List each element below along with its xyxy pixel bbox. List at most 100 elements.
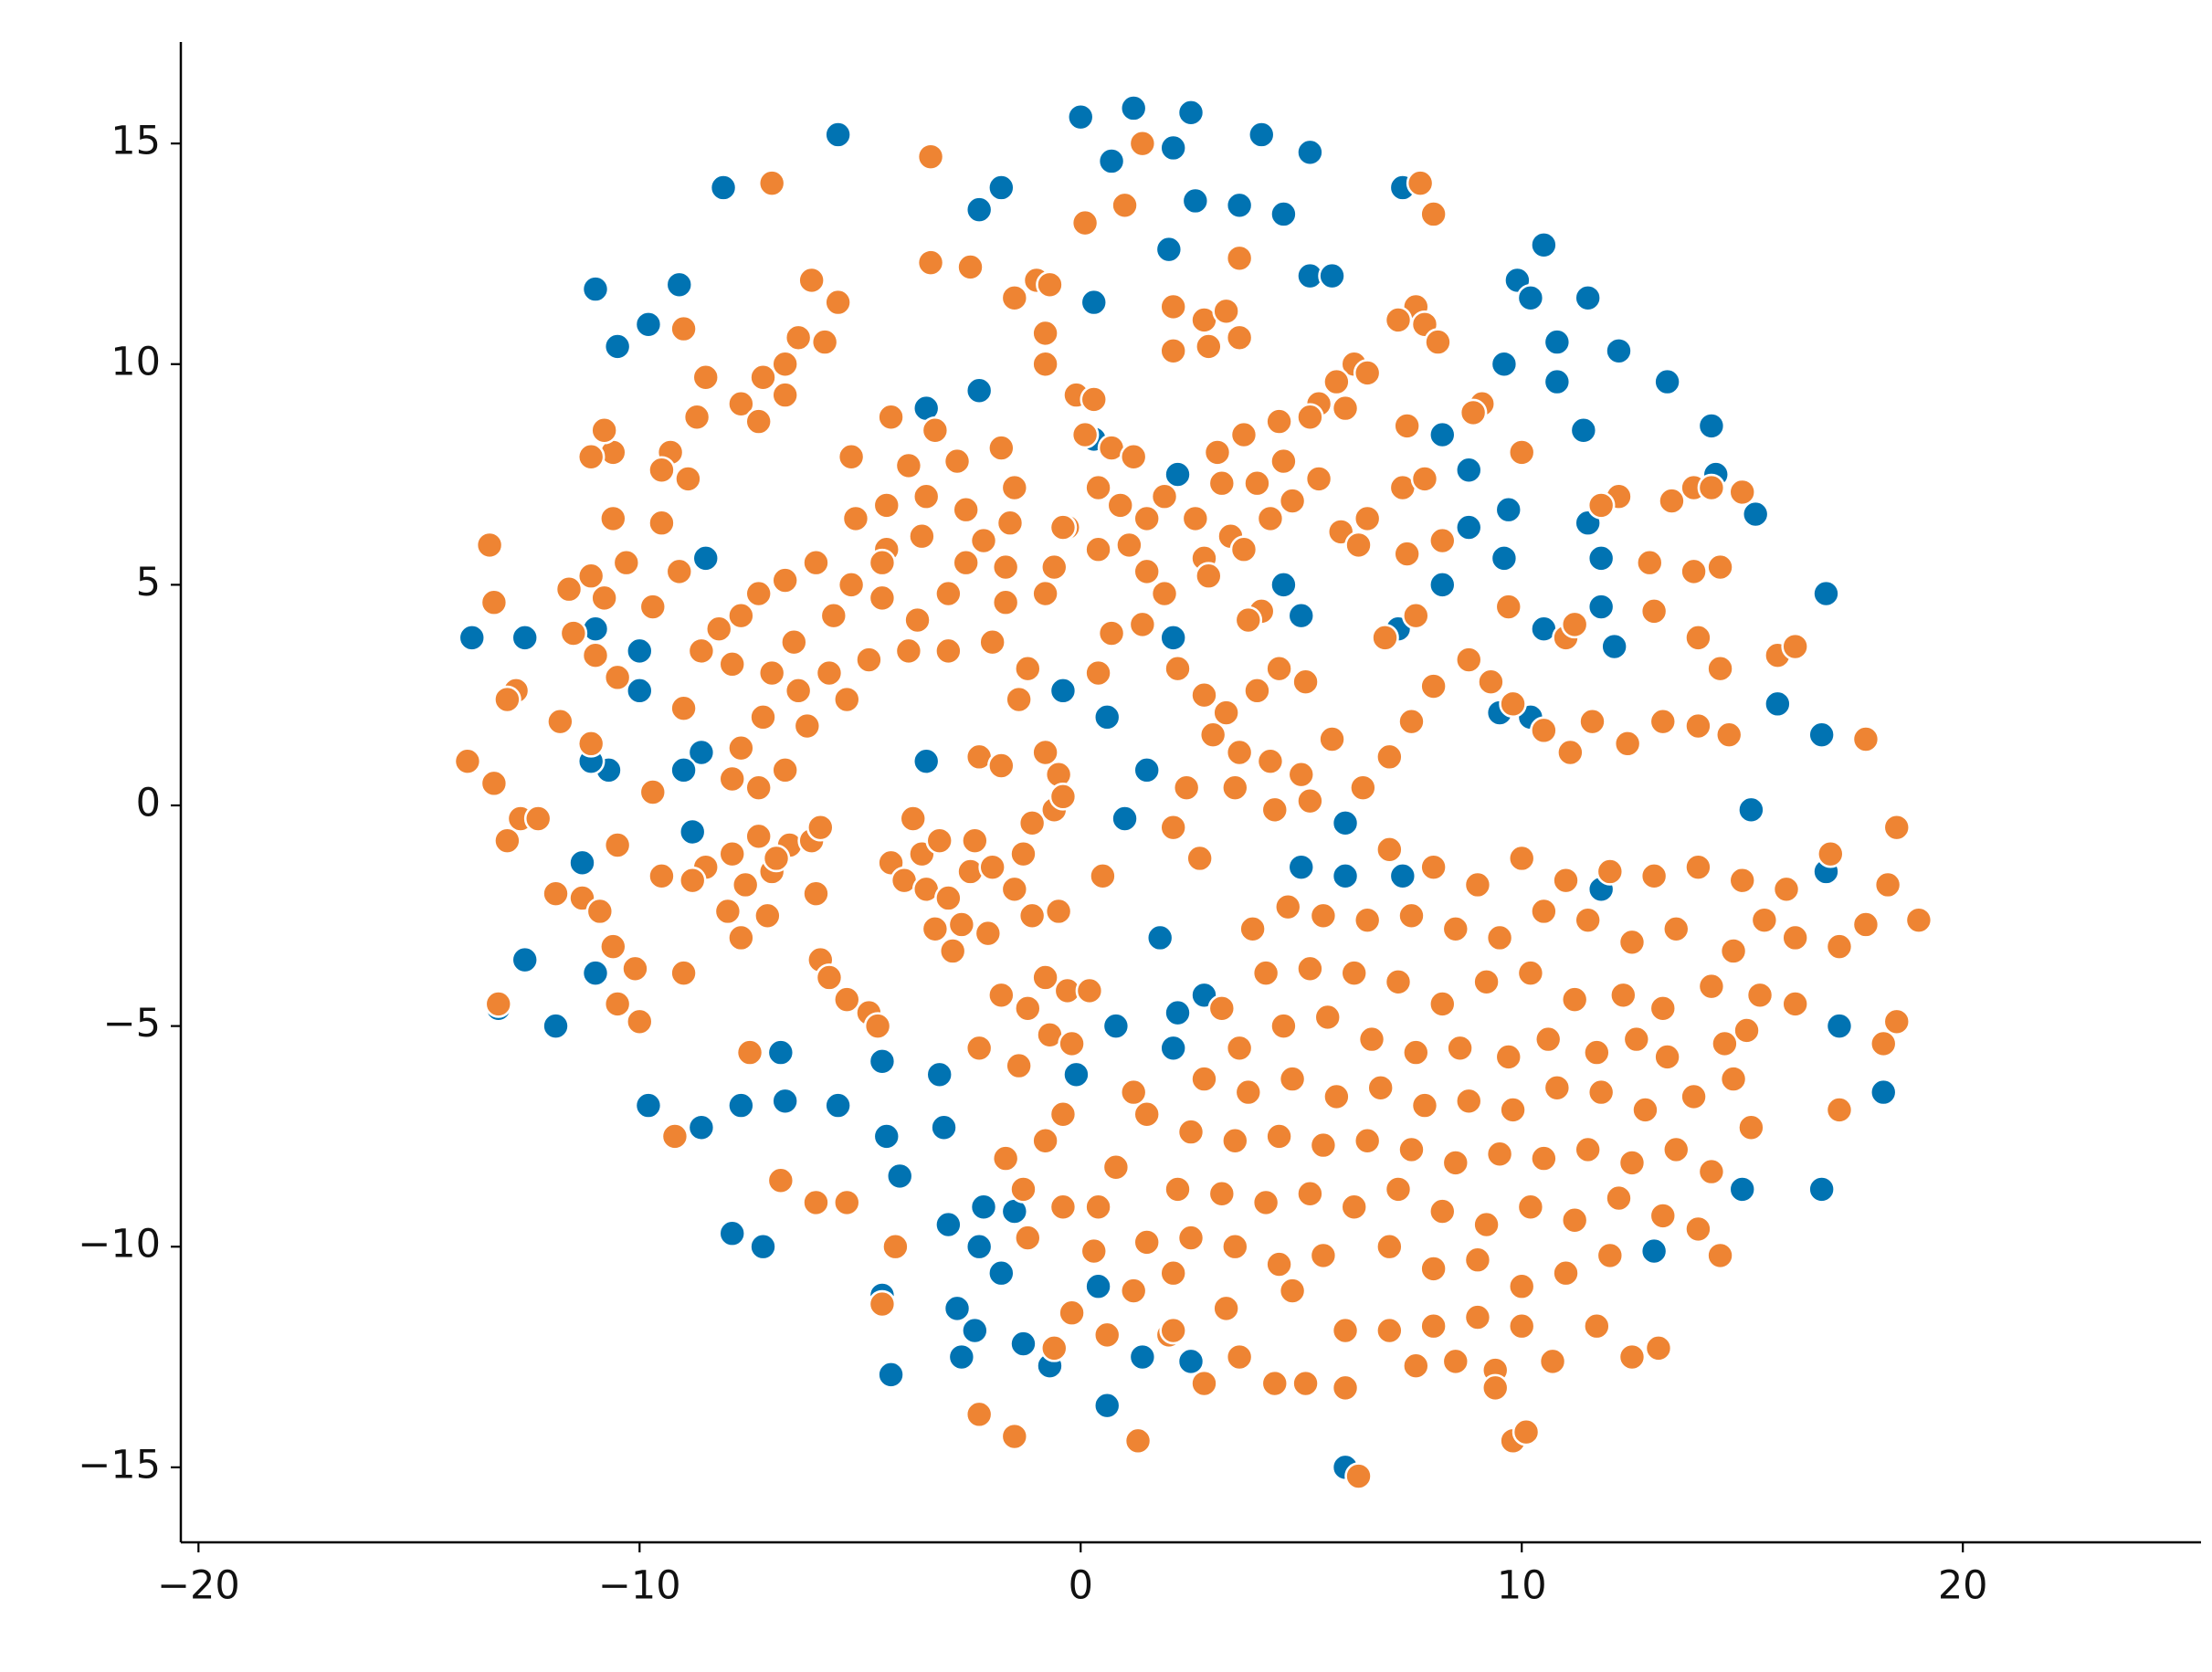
scatter-point [1044, 897, 1073, 926]
scatter-point [1869, 1029, 1898, 1058]
scatter-point [1680, 557, 1708, 586]
scatter-point [916, 142, 945, 171]
scatter-point [1203, 438, 1232, 467]
scatter-point [1176, 1347, 1206, 1376]
scatter-point [1309, 901, 1338, 931]
scatter-point [1176, 1118, 1206, 1146]
scatter-point [660, 1122, 690, 1151]
scatter-point [1499, 1096, 1527, 1124]
scatter-point [749, 1232, 777, 1261]
scatter-point [542, 1012, 570, 1040]
scatter-point [1048, 677, 1078, 705]
scatter-point [1781, 990, 1809, 1018]
scatter-point [1132, 557, 1162, 586]
scatter-point [1397, 901, 1426, 931]
y-tick-label: 15 [111, 119, 161, 164]
scatter-point [1111, 191, 1139, 220]
scatter-point [1092, 1391, 1122, 1420]
scatter-point [1764, 689, 1792, 719]
scatter-point [1463, 1246, 1492, 1275]
scatter-point [1402, 601, 1430, 630]
scatter-point [1485, 1140, 1514, 1169]
scatter-point [863, 1012, 892, 1040]
scatter-point [590, 584, 618, 613]
scatter-point [1569, 415, 1598, 445]
scatter-point [749, 363, 777, 392]
scatter-point [1711, 1029, 1739, 1058]
scatter-point [1737, 795, 1765, 825]
scatter-point [1164, 1175, 1192, 1204]
scatter-point [1278, 487, 1307, 515]
scatter-point [1552, 866, 1580, 895]
scatter-point [749, 703, 777, 731]
scatter-point [1719, 1065, 1748, 1093]
scatter-point [1560, 1205, 1589, 1235]
scatter-point [832, 985, 861, 1014]
scatter-point [744, 579, 773, 608]
scatter-point [1164, 998, 1192, 1027]
scatter-point [727, 601, 755, 630]
scatter-point [1080, 1236, 1109, 1266]
scatter-point [1225, 244, 1254, 273]
y-tick-label: 5 [136, 560, 161, 605]
scatter-point [868, 1289, 897, 1319]
scatter-point [1287, 853, 1316, 881]
scatter-point [964, 1232, 994, 1261]
scatter-point [669, 694, 698, 722]
scatter-point [1234, 1078, 1263, 1107]
scatter-point [648, 862, 676, 890]
scatter-point [603, 990, 632, 1018]
scatter-point [1070, 420, 1100, 449]
scatter-point [1410, 1091, 1439, 1120]
scatter-point [824, 1091, 852, 1120]
scatter-point [1318, 261, 1346, 290]
scatter-point [1331, 809, 1360, 837]
scatter-point [1058, 1299, 1086, 1328]
scatter-point [665, 270, 694, 300]
scatter-point [735, 1038, 764, 1067]
scatter-point [757, 658, 786, 688]
scatter-point [568, 848, 596, 878]
scatter-point [1384, 967, 1413, 996]
scatter-point [1353, 504, 1382, 533]
scatter-point [648, 509, 676, 538]
scatter-point [1459, 398, 1488, 427]
scatter-point [484, 990, 513, 1018]
scatter-point [458, 624, 487, 652]
scatter-point [1296, 403, 1324, 432]
scatter-point [771, 566, 799, 594]
scatter-point [1680, 1082, 1708, 1111]
scatter-point [1494, 593, 1523, 621]
scatter-point [987, 981, 1016, 1010]
y-tick-label: 10 [111, 339, 161, 384]
scatter-point [1586, 593, 1616, 621]
scatter-point [1039, 552, 1069, 582]
scatter-point [1031, 579, 1059, 608]
scatter-point [872, 491, 901, 520]
scatter-point [1419, 1255, 1448, 1283]
scatter-point [1181, 504, 1210, 533]
scatter-point [625, 677, 654, 705]
scatter-point [1560, 985, 1589, 1014]
scatter-point [523, 804, 553, 833]
scatter-point [1357, 1025, 1386, 1054]
scatter-point [952, 548, 980, 577]
scatter-point [1741, 499, 1770, 529]
scatter-point [634, 1091, 663, 1120]
scatter-point [1084, 658, 1112, 688]
scatter-point [1084, 535, 1112, 564]
scatter-point [1706, 654, 1734, 683]
scatter-point [1119, 94, 1148, 122]
scatter-point [727, 1091, 755, 1120]
scatter-point [943, 447, 972, 476]
scatter-point [1296, 786, 1324, 815]
scatter-point [793, 711, 822, 741]
scatter-point [1070, 208, 1100, 237]
scatter-point [1220, 773, 1249, 802]
scatter-point [1393, 540, 1421, 568]
scatter-point [1560, 610, 1589, 639]
scatter-point [1653, 367, 1681, 396]
scatter-point [612, 548, 641, 577]
scatter-point [590, 415, 618, 445]
scatter-point [511, 945, 540, 974]
